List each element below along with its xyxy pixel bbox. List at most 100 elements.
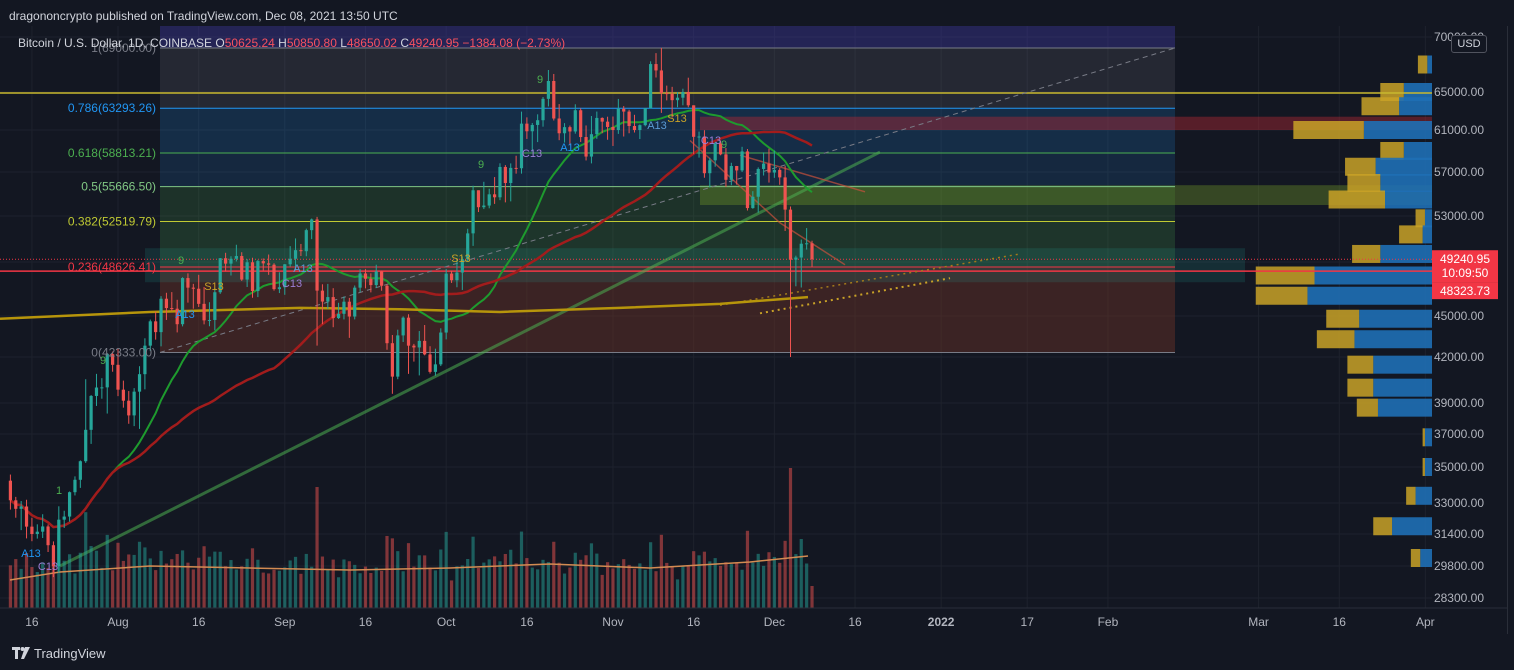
- candle[interactable]: [78, 460, 82, 488]
- fib-diagonal[interactable]: [159, 47, 1176, 353]
- candle[interactable]: [762, 152, 766, 176]
- candle[interactable]: [805, 228, 809, 250]
- candle[interactable]: [476, 190, 481, 213]
- candle[interactable]: [30, 517, 34, 542]
- chart-frame[interactable]: [0, 26, 1508, 634]
- candle[interactable]: [84, 379, 88, 463]
- candle[interactable]: [686, 77, 690, 108]
- dotted-trend-red[interactable]: [719, 253, 1021, 306]
- candle[interactable]: [347, 297, 351, 338]
- candle[interactable]: [557, 104, 561, 141]
- candle[interactable]: [487, 188, 491, 209]
- candle[interactable]: [412, 343, 416, 362]
- candle[interactable]: [336, 302, 341, 320]
- candle[interactable]: [622, 106, 626, 137]
- candle[interactable]: [380, 270, 384, 291]
- candle[interactable]: [111, 351, 115, 372]
- candle[interactable]: [428, 346, 432, 374]
- rising-trendline[interactable]: [59, 150, 881, 568]
- candle[interactable]: [498, 163, 502, 201]
- candle[interactable]: [584, 125, 588, 161]
- candle[interactable]: [46, 524, 50, 552]
- candle[interactable]: [433, 348, 438, 376]
- candle[interactable]: [509, 163, 513, 202]
- candle[interactable]: [519, 111, 524, 174]
- candle[interactable]: [116, 348, 120, 397]
- candles[interactable]: [8, 48, 814, 578]
- candle[interactable]: [159, 296, 163, 347]
- time-axis[interactable]: 16 Aug 16 Sep 16 Oct 16 Nov 16 Dec 16 2022 17 Feb Mar 1…: [0, 607, 1507, 634]
- candle[interactable]: [396, 329, 400, 380]
- channel-lower[interactable]: [689, 139, 846, 266]
- candle[interactable]: [256, 259, 260, 298]
- candle[interactable]: [197, 274, 201, 307]
- candle[interactable]: [406, 314, 411, 374]
- price-axis[interactable]: 70000.0065000.0061000.0057000.0053000.00…: [1432, 26, 1507, 634]
- candle[interactable]: [466, 228, 470, 262]
- candle[interactable]: [100, 378, 104, 399]
- candle[interactable]: [724, 148, 728, 187]
- candle[interactable]: [460, 256, 464, 290]
- candle[interactable]: [600, 117, 604, 134]
- candle[interactable]: [675, 92, 680, 108]
- candle[interactable]: [503, 165, 507, 203]
- candle[interactable]: [374, 264, 378, 289]
- candle[interactable]: [207, 302, 212, 327]
- candle[interactable]: [767, 148, 771, 183]
- candle[interactable]: [62, 510, 66, 528]
- candle[interactable]: [423, 325, 427, 356]
- candle[interactable]: [385, 284, 389, 350]
- candle[interactable]: [267, 254, 271, 275]
- candle[interactable]: [401, 316, 405, 342]
- candle[interactable]: [745, 149, 750, 211]
- candle[interactable]: [272, 263, 276, 291]
- candle[interactable]: [293, 238, 298, 271]
- candle[interactable]: [525, 117, 529, 139]
- candle[interactable]: [73, 476, 77, 496]
- candle[interactable]: [390, 334, 394, 394]
- ma-slow-line[interactable]: [0, 295, 809, 320]
- candle[interactable]: [546, 70, 550, 107]
- candle[interactable]: [89, 395, 93, 444]
- candle[interactable]: [605, 116, 610, 140]
- currency-button[interactable]: USD: [1451, 35, 1487, 53]
- candle[interactable]: [57, 506, 61, 573]
- candle[interactable]: [439, 328, 443, 367]
- candle[interactable]: [589, 116, 594, 164]
- candle[interactable]: [530, 122, 534, 152]
- candle[interactable]: [164, 292, 169, 320]
- candle[interactable]: [331, 288, 335, 328]
- ma-mid-line[interactable]: [9, 130, 813, 529]
- candle[interactable]: [51, 541, 56, 578]
- candle[interactable]: [692, 105, 696, 155]
- candle[interactable]: [417, 331, 421, 376]
- candle[interactable]: [756, 167, 760, 213]
- candle[interactable]: [643, 108, 647, 127]
- candle[interactable]: [320, 284, 325, 325]
- candle[interactable]: [240, 252, 244, 281]
- candle[interactable]: [718, 140, 723, 156]
- candle[interactable]: [143, 338, 147, 390]
- candle[interactable]: [358, 269, 362, 293]
- candle[interactable]: [67, 491, 72, 522]
- candle[interactable]: [94, 373, 99, 406]
- candle[interactable]: [493, 177, 497, 204]
- candle[interactable]: [213, 287, 217, 331]
- candle[interactable]: [304, 228, 308, 257]
- candle[interactable]: [224, 252, 228, 272]
- candle[interactable]: [729, 162, 733, 186]
- candle[interactable]: [708, 157, 712, 188]
- candle[interactable]: [794, 255, 798, 287]
- candle[interactable]: [751, 191, 755, 209]
- candle[interactable]: [218, 257, 222, 294]
- candle[interactable]: [170, 292, 174, 312]
- candle[interactable]: [611, 116, 615, 146]
- candle[interactable]: [659, 48, 663, 113]
- candle[interactable]: [778, 168, 782, 185]
- candle[interactable]: [229, 256, 233, 276]
- dotted-trend-yellow[interactable]: [759, 277, 951, 315]
- candle[interactable]: [654, 53, 658, 78]
- candle[interactable]: [261, 258, 265, 271]
- candle[interactable]: [649, 61, 653, 109]
- candle[interactable]: [783, 166, 787, 231]
